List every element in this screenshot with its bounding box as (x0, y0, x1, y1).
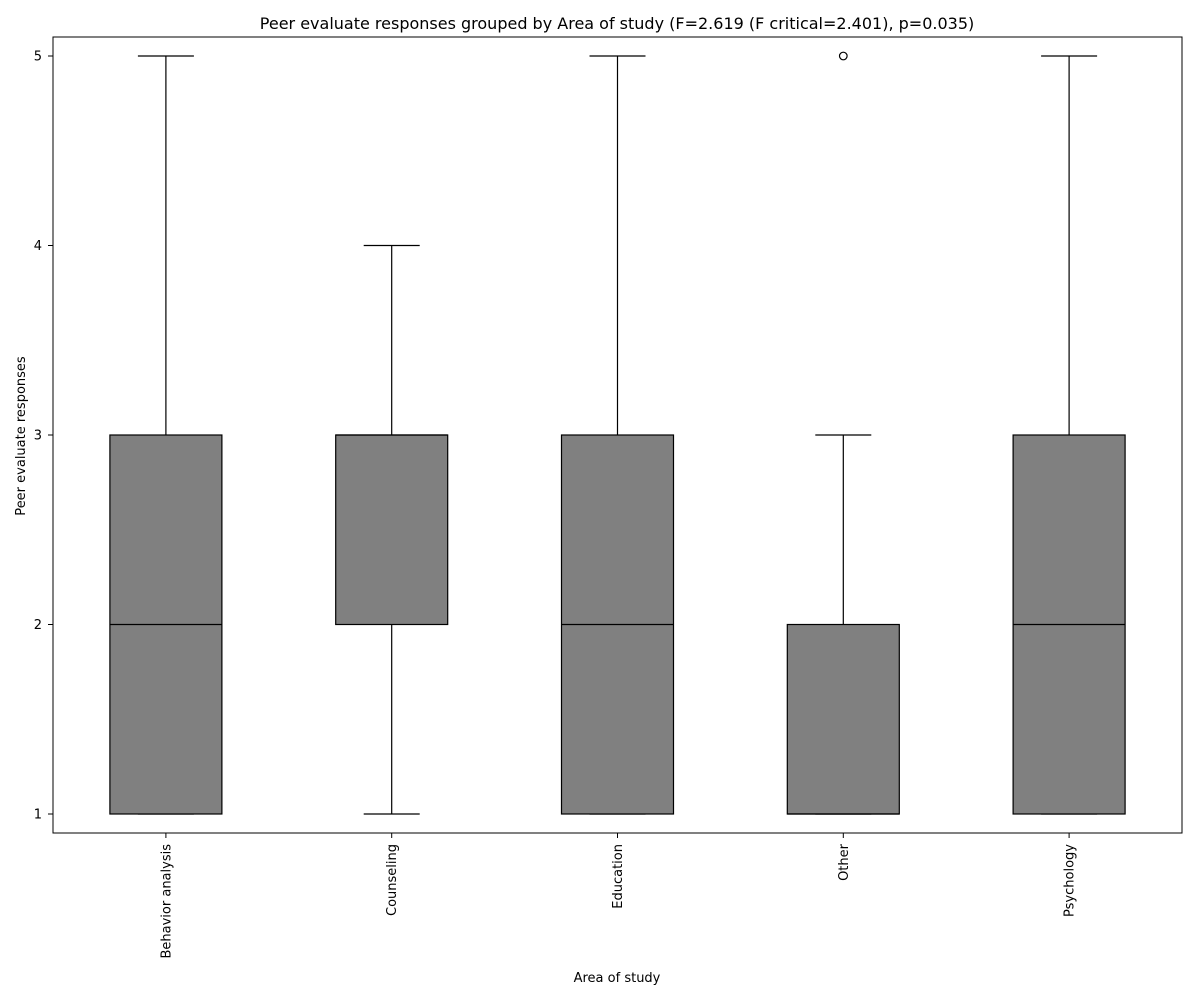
chart-title: Peer evaluate responses grouped by Area … (260, 14, 974, 33)
plot-area: 1 2 3 4 5 Behavior analysis Counseling Educatio… (34, 50, 1126, 959)
y-tick-label: 4 (34, 239, 42, 254)
x-tick-label-education: Education (611, 844, 626, 909)
y-tick-label: 1 (34, 808, 42, 823)
y-tick-label: 2 (34, 618, 42, 633)
box-other (786, 623, 900, 815)
outlier-other (838, 51, 848, 61)
x-tick-label-psychology: Psychology (1063, 844, 1078, 917)
y-axis-label: Peer evaluate responses (14, 356, 29, 516)
box-counseling (335, 434, 449, 626)
x-axis-label: Area of study (574, 971, 661, 986)
y-tick-label: 5 (34, 50, 42, 65)
x-tick-label-behavior-analysis: Behavior analysis (159, 844, 174, 959)
plot-frame (52, 36, 1183, 834)
x-tick-label-other: Other (837, 843, 852, 881)
y-tick-label: 3 (34, 429, 42, 444)
x-tick-label-counseling: Counseling (385, 844, 400, 916)
